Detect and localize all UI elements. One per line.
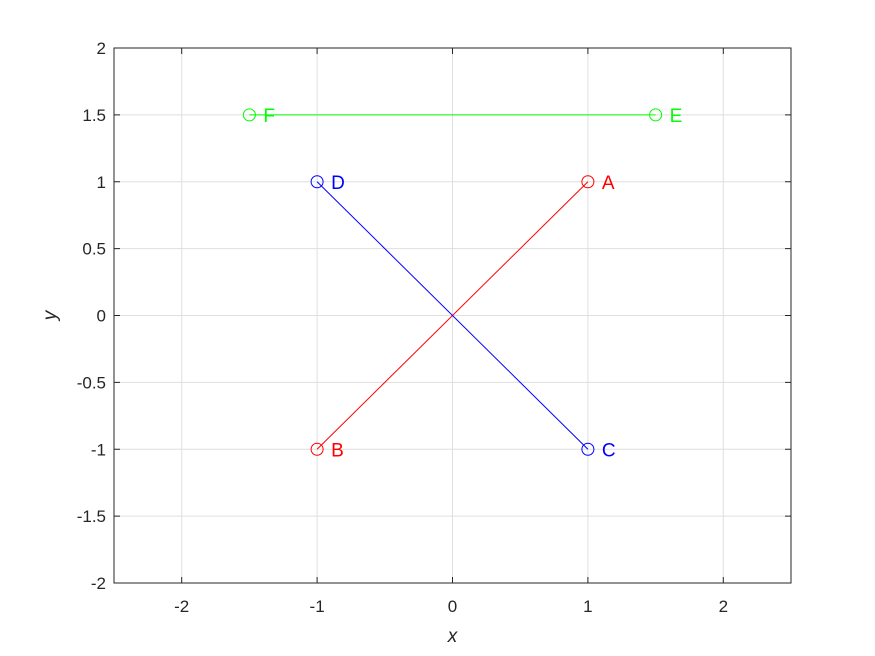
x-tick-label: -1	[310, 597, 325, 616]
x-tick-label: 0	[448, 597, 457, 616]
point-label: C	[602, 440, 616, 461]
point-marker	[310, 175, 324, 189]
x-tick-label: -2	[174, 597, 189, 616]
y-tick-label: 1.5	[82, 106, 106, 125]
point-labels: A B C D E F	[263, 106, 682, 461]
y-tick-label: 0.5	[82, 240, 106, 259]
y-tick-label: -0.5	[77, 373, 106, 392]
y-tick-label: 2	[97, 39, 106, 58]
point-label: A	[602, 173, 615, 194]
y-tick-label: -2	[91, 574, 106, 593]
point-marker	[581, 442, 595, 456]
series-line	[316, 181, 589, 450]
tick-labels: -2 -1 0 1 2 -2 -1.5 -1 -0.5 0 0.5 1 1.5 2	[77, 39, 728, 616]
x-tick-label: 2	[719, 597, 728, 616]
x-tick-label: 1	[583, 597, 592, 616]
plot-series	[242, 108, 663, 456]
point-label: E	[670, 106, 683, 127]
x-axis-label: x	[447, 626, 459, 647]
ticks	[114, 47, 791, 584]
point-label: D	[331, 173, 345, 194]
point-marker	[310, 442, 324, 456]
y-tick-label: -1	[91, 440, 106, 459]
y-axis-label: y	[40, 309, 61, 322]
point-marker	[649, 108, 663, 122]
point-label: F	[263, 106, 275, 127]
point-marker	[581, 175, 595, 189]
point-label: B	[331, 440, 344, 461]
y-tick-label: 1	[97, 173, 106, 192]
point-marker	[242, 108, 256, 122]
y-tick-label: 0	[97, 307, 106, 326]
y-tick-label: -1.5	[77, 507, 106, 526]
